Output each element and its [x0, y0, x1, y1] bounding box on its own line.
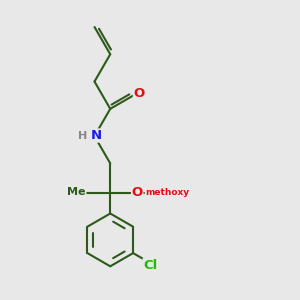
Text: H: H: [79, 130, 88, 140]
Text: O: O: [134, 87, 145, 100]
Text: N: N: [90, 129, 102, 142]
Text: methoxy: methoxy: [145, 188, 189, 197]
Text: O: O: [132, 186, 143, 199]
Text: Cl: Cl: [143, 259, 158, 272]
Text: Me: Me: [68, 187, 86, 197]
